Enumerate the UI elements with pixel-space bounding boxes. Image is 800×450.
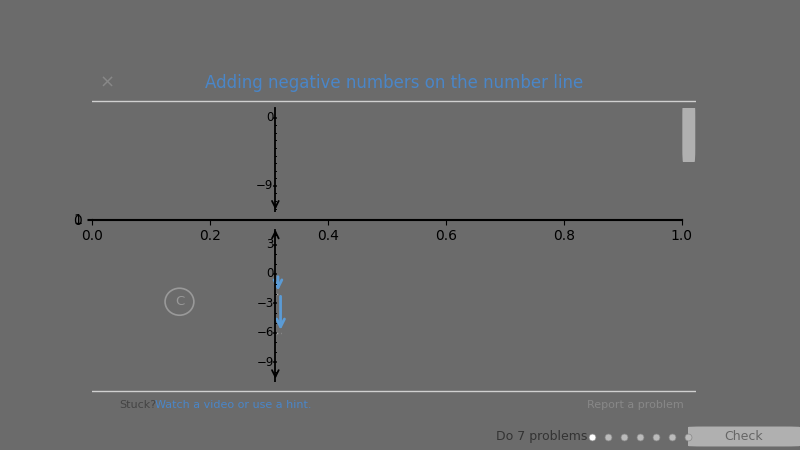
Text: 0: 0 — [266, 267, 274, 280]
Text: −3: −3 — [257, 297, 274, 310]
Text: Do 7 problems: Do 7 problems — [496, 430, 587, 443]
FancyBboxPatch shape — [682, 103, 695, 162]
Text: −6: −6 — [256, 326, 274, 339]
Text: 0: 0 — [266, 111, 274, 124]
Text: −9: −9 — [256, 356, 274, 369]
Text: Report a problem: Report a problem — [587, 400, 684, 410]
Text: Adding negative numbers on the number line: Adding negative numbers on the number li… — [205, 74, 583, 92]
Text: 3: 3 — [266, 238, 274, 251]
Text: ×: × — [99, 74, 114, 92]
Text: Stuck?: Stuck? — [119, 400, 156, 410]
Text: −9: −9 — [256, 180, 274, 192]
Text: Watch a video or use a hint.: Watch a video or use a hint. — [155, 400, 312, 410]
Text: C: C — [175, 295, 184, 308]
FancyBboxPatch shape — [688, 427, 800, 446]
Text: Check: Check — [725, 430, 763, 443]
